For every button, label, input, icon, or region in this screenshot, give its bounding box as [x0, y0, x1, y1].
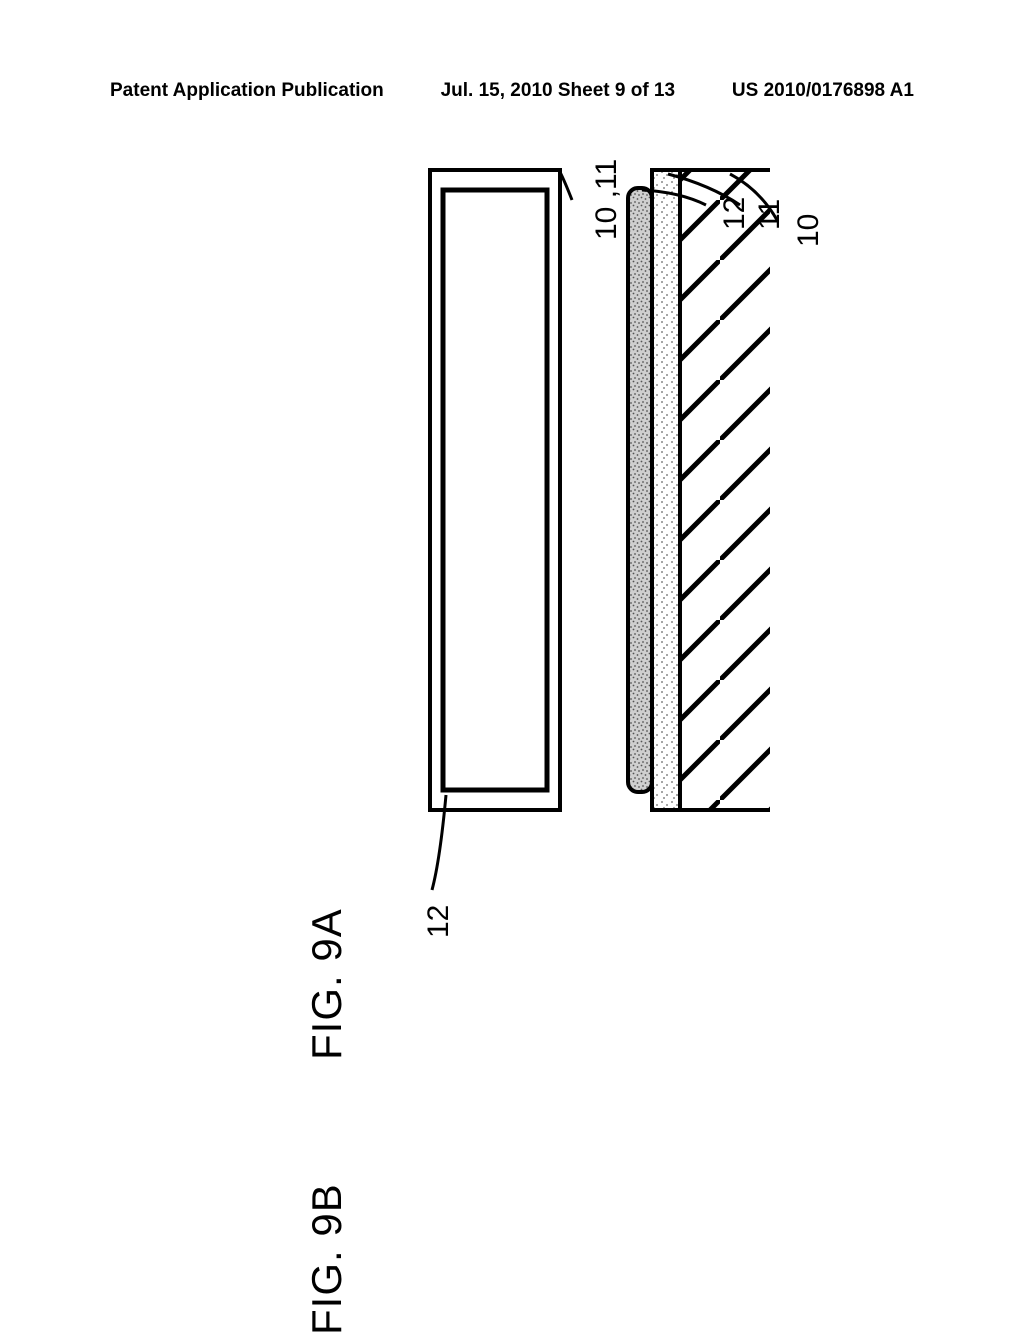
figure-area: FIG. 9A FIG. 9B 12 10 ,11 12 11 10	[120, 140, 910, 1200]
fig9b-label: FIG. 9B	[303, 1183, 351, 1335]
header-center: Jul. 15, 2010 Sheet 9 of 13	[441, 80, 675, 102]
page-header: Patent Application Publication Jul. 15, …	[110, 80, 914, 102]
header-left: Patent Application Publication	[110, 80, 384, 102]
fig9a-drawing	[430, 170, 572, 890]
fig9a-ref-10-11: 10 ,11	[590, 159, 624, 240]
fig9b-ref-12: 12	[718, 197, 752, 230]
fig9b-drawing	[628, 170, 777, 810]
figures-svg	[120, 140, 910, 1200]
fig9a-label: FIG. 9A	[303, 908, 351, 1060]
fig9a-ref-12: 12	[422, 905, 456, 938]
fig9b-ref-10: 10	[792, 214, 826, 247]
fig9b-ref-11: 11	[753, 199, 787, 230]
header-right: US 2010/0176898 A1	[732, 80, 914, 102]
